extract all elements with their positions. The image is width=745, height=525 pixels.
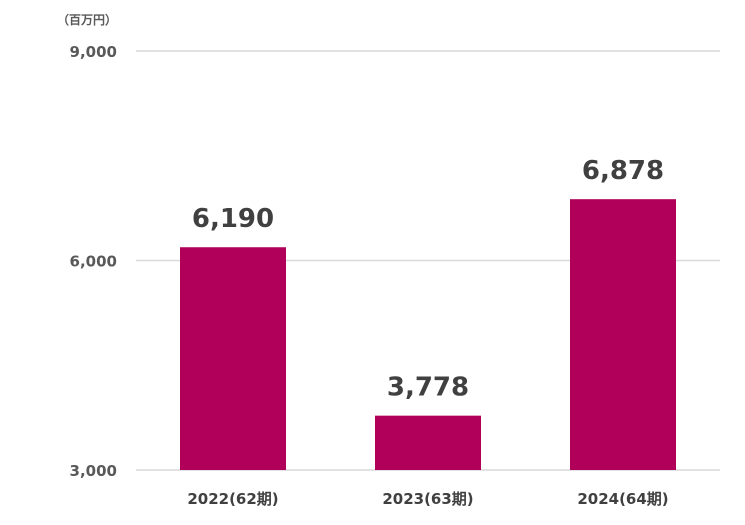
data-label: 3,778 (387, 373, 469, 403)
x-category-label: 2023(63期) (382, 490, 473, 508)
bar (375, 415, 481, 470)
bar (180, 247, 286, 470)
y-tick-label: 6,000 (70, 253, 117, 271)
data-label: 6,878 (582, 156, 664, 186)
data-label: 6,190 (192, 204, 274, 234)
x-category-label: 2022(62期) (187, 490, 278, 508)
bar (570, 199, 676, 470)
y-tick-label: 9,000 (70, 43, 117, 61)
x-category-label: 2024(64期) (577, 490, 668, 508)
unit-label: （百万円） (57, 12, 117, 27)
y-tick-label: 3,000 (70, 462, 117, 480)
